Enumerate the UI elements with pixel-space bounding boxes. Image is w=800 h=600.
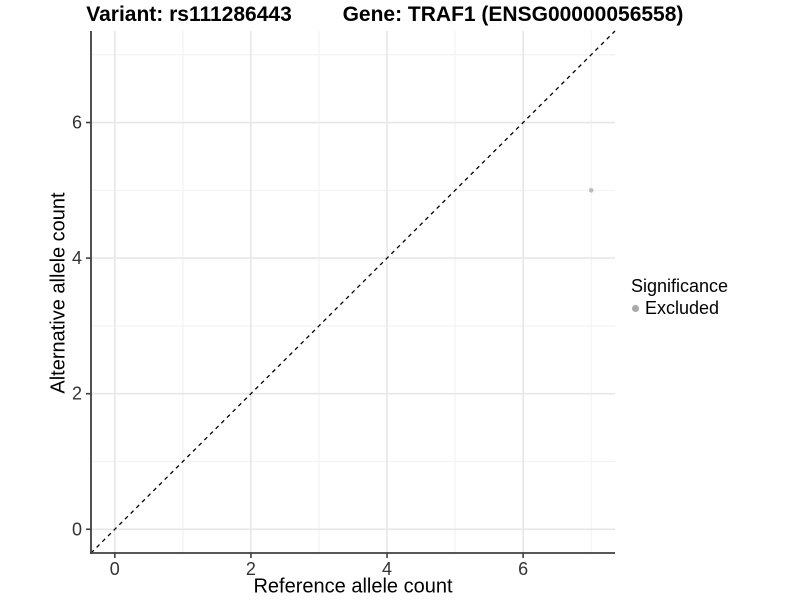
x-tick-label: 0 [110, 559, 120, 579]
legend: Significance Excluded [629, 276, 728, 319]
x-tick-label: 2 [246, 559, 256, 579]
x-tick-label: 6 [518, 559, 528, 579]
y-tick-label: 0 [72, 519, 82, 539]
plot-title-gene: Gene: TRAF1 (ENSG00000056558) [342, 3, 684, 26]
legend-point-icon [632, 305, 639, 312]
legend-title: Significance [631, 276, 729, 296]
legend-item-label: Excluded [645, 298, 720, 318]
y-tick-label: 6 [72, 113, 82, 133]
legend-item-excluded: Excluded [629, 298, 728, 319]
plot-title-variant: Variant: rs111286443 [86, 3, 292, 26]
y-tick-label: 2 [72, 384, 82, 404]
x-axis-title: Reference allele count [253, 575, 453, 598]
y-axis-title: Alternative allele count [47, 192, 70, 394]
y-tick-label: 4 [72, 248, 82, 268]
data-point [588, 188, 594, 193]
identity-line [90, 30, 616, 554]
x-tick-label: 4 [382, 559, 392, 579]
